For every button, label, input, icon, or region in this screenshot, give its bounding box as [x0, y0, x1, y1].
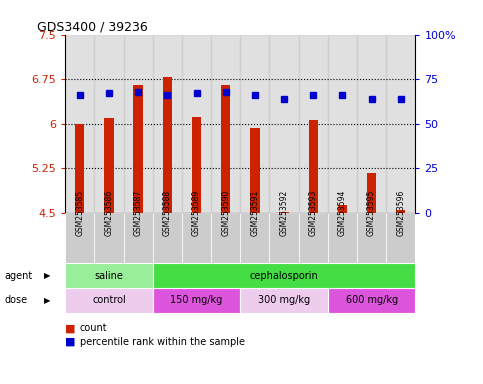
Bar [104, 118, 114, 213]
Text: control: control [92, 295, 126, 306]
Bar [163, 78, 172, 213]
Bar [65, 35, 94, 213]
Text: 150 mg/kg: 150 mg/kg [170, 295, 223, 306]
Text: GSM253585: GSM253585 [75, 189, 85, 236]
Bar [241, 213, 270, 263]
Text: GSM253591: GSM253591 [250, 189, 259, 236]
Text: dose: dose [5, 295, 28, 306]
Bar [124, 213, 153, 263]
Bar [309, 120, 318, 213]
Bar [94, 35, 124, 213]
Text: GSM253593: GSM253593 [309, 189, 318, 236]
Bar [124, 35, 153, 213]
Bar [357, 213, 386, 263]
Bar [328, 288, 415, 313]
Bar [182, 213, 211, 263]
Text: ▶: ▶ [43, 271, 50, 280]
Bar [182, 35, 211, 213]
Bar [279, 212, 289, 213]
Bar [338, 205, 347, 213]
Bar [133, 85, 143, 213]
Bar [221, 85, 230, 213]
Text: ■: ■ [65, 337, 76, 347]
Text: 600 mg/kg: 600 mg/kg [345, 295, 398, 306]
Bar [270, 35, 298, 213]
Bar [211, 213, 241, 263]
Text: GDS3400 / 39236: GDS3400 / 39236 [37, 20, 148, 33]
Bar [250, 128, 259, 213]
Bar [298, 213, 328, 263]
Bar [153, 263, 415, 288]
Text: GSM253596: GSM253596 [396, 189, 405, 236]
Bar [396, 210, 405, 213]
Bar [153, 35, 182, 213]
Bar [65, 213, 94, 263]
Bar [270, 213, 298, 263]
Bar [367, 173, 376, 213]
Bar [241, 35, 270, 213]
Bar [192, 117, 201, 213]
Text: GSM253590: GSM253590 [221, 189, 230, 236]
Bar [241, 288, 328, 313]
Text: cephalosporin: cephalosporin [250, 270, 318, 281]
Text: GSM253592: GSM253592 [280, 189, 288, 236]
Text: ■: ■ [65, 323, 76, 333]
Text: 300 mg/kg: 300 mg/kg [258, 295, 310, 306]
Bar [386, 213, 415, 263]
Text: GSM253589: GSM253589 [192, 189, 201, 236]
Bar [153, 213, 182, 263]
Text: agent: agent [5, 270, 33, 281]
Bar [75, 124, 85, 213]
Text: GSM253594: GSM253594 [338, 189, 347, 236]
Text: GSM253595: GSM253595 [367, 189, 376, 236]
Bar [328, 35, 357, 213]
Bar [357, 35, 386, 213]
Text: percentile rank within the sample: percentile rank within the sample [80, 337, 245, 347]
Bar [211, 35, 241, 213]
Text: GSM253587: GSM253587 [134, 189, 142, 236]
Bar [65, 263, 153, 288]
Text: GSM253586: GSM253586 [104, 189, 114, 236]
Bar [298, 35, 328, 213]
Text: count: count [80, 323, 107, 333]
Bar [386, 35, 415, 213]
Text: ▶: ▶ [43, 296, 50, 305]
Bar [153, 288, 241, 313]
Text: saline: saline [95, 270, 124, 281]
Bar [94, 213, 124, 263]
Bar [328, 213, 357, 263]
Text: GSM253588: GSM253588 [163, 189, 172, 236]
Bar [65, 288, 153, 313]
